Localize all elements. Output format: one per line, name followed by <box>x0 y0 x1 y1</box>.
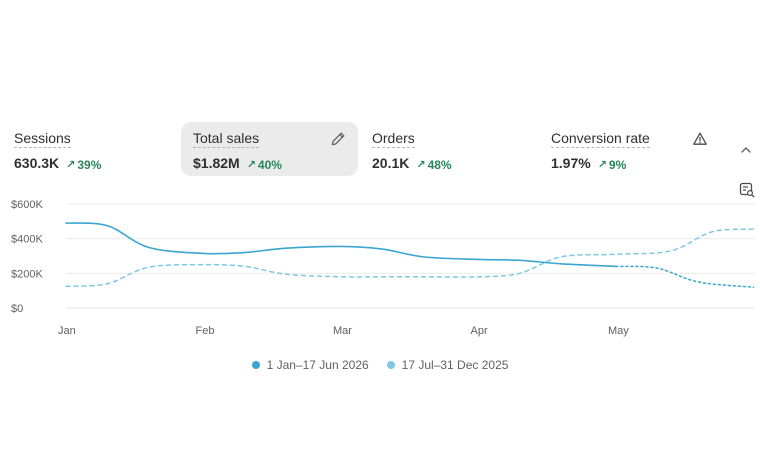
arrow-up-right-icon: ↗ <box>597 159 607 171</box>
y-axis: $600K $400K $200K $0 <box>11 199 43 315</box>
sales-line-chart: $600K $400K $200K $0 Jan Feb Mar Apr May <box>11 199 755 337</box>
legend-item-current[interactable]: 1 Jan–17 Jun 2026 <box>251 358 369 372</box>
legend-dot <box>386 361 395 369</box>
metric-orders[interactable]: Orders 20.1K ↗ 48% <box>360 122 530 176</box>
y-tick-label: $0 <box>11 303 23 315</box>
legend-label: 1 Jan–17 Jun 2026 <box>266 358 369 372</box>
y-tick-label: $600K <box>11 199 43 211</box>
series-line-previous[interactable] <box>65 228 755 288</box>
x-tick-label: Apr <box>471 325 488 337</box>
metric-value: 1.97% <box>551 155 591 171</box>
metric-change: ↗ 39% <box>66 158 101 172</box>
y-tick-label: $200K <box>11 268 43 280</box>
change-value: 40% <box>257 157 282 172</box>
chart-search-icon[interactable] <box>739 182 755 198</box>
chevron-up-icon[interactable] <box>738 142 754 158</box>
metric-label: Orders <box>372 130 415 148</box>
x-tick-label: Mar <box>333 325 352 337</box>
arrow-up-right-icon: ↗ <box>246 159 256 171</box>
metric-value: 630.3K <box>14 155 60 171</box>
metric-label: Sessions <box>14 130 71 148</box>
metric-value: 20.1K <box>372 155 410 171</box>
warning-icon[interactable] <box>692 131 708 147</box>
metric-change: ↗ 9% <box>598 158 627 172</box>
change-value: 48% <box>427 157 452 172</box>
x-axis: Jan Feb Mar Apr May <box>58 325 629 337</box>
metric-conversion-rate[interactable]: Conversion rate 1.97% ↗ 9% <box>539 122 729 176</box>
metric-label: Conversion rate <box>551 130 650 148</box>
pencil-icon[interactable] <box>330 131 346 147</box>
change-value: 39% <box>77 157 102 172</box>
series-line-current[interactable] <box>65 222 617 268</box>
chart-series <box>65 222 755 288</box>
metric-change: ↗ 48% <box>416 158 451 172</box>
series-line-current-comparison[interactable] <box>615 265 755 288</box>
y-tick-label: $400K <box>11 234 43 246</box>
x-tick-label: May <box>608 325 629 337</box>
chart-gridlines <box>66 203 754 309</box>
x-tick-label: Feb <box>196 325 215 337</box>
legend-dot <box>251 361 260 369</box>
arrow-up-right-icon: ↗ <box>416 159 426 171</box>
arrow-up-right-icon: ↗ <box>66 159 76 171</box>
legend-item-previous[interactable]: 17 Jul–31 Dec 2025 <box>386 358 509 372</box>
metric-sessions[interactable]: Sessions 630.3K ↗ 39% <box>2 122 172 176</box>
metric-label: Total sales <box>193 130 260 148</box>
metrics-bar: Sessions 630.3K ↗ 39% Total sales $1.82M … <box>0 122 760 178</box>
metric-total-sales[interactable]: Total sales $1.82M ↗ 40% <box>181 122 358 176</box>
legend-label: 17 Jul–31 Dec 2025 <box>401 358 509 372</box>
metric-value: $1.82M <box>193 155 240 171</box>
chart-legend: 1 Jan–17 Jun 2026 17 Jul–31 Dec 2025 <box>0 358 760 372</box>
metric-change: ↗ 40% <box>247 158 282 172</box>
x-tick-label: Jan <box>58 325 76 337</box>
change-value: 9% <box>608 157 627 172</box>
